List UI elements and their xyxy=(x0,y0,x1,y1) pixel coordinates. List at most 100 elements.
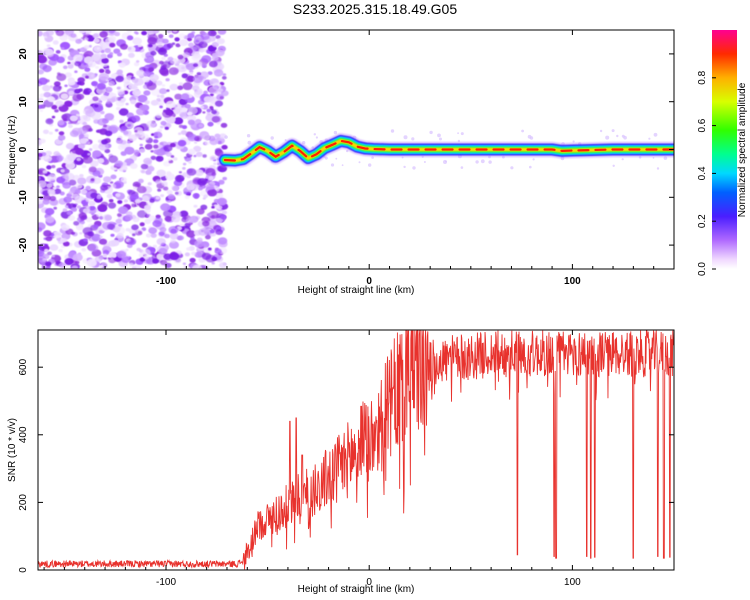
noise-speckle xyxy=(155,196,160,200)
ridge-core xyxy=(223,139,674,162)
noise-speckle xyxy=(66,202,71,206)
noise-speckle xyxy=(177,54,184,60)
noise-speckle xyxy=(90,111,102,120)
noise-speckle xyxy=(216,38,225,45)
noise-speckle xyxy=(202,197,206,200)
noise-speckle xyxy=(132,89,142,96)
noise-speckle xyxy=(174,175,185,183)
noise-speckle xyxy=(58,134,66,141)
noise-speckle xyxy=(88,243,99,252)
noise-speckle xyxy=(79,174,84,178)
noise-speckle xyxy=(194,169,204,177)
noise-speckle xyxy=(193,63,199,67)
noise-speckle xyxy=(74,61,81,67)
noise-speckle xyxy=(211,116,221,123)
noise-speckle xyxy=(186,168,197,176)
noise-speckle xyxy=(141,249,151,257)
noise-speckle xyxy=(61,237,68,243)
noise-speckle xyxy=(60,93,69,100)
noise-speckle xyxy=(137,44,142,48)
noise-speckle xyxy=(42,84,51,92)
noise-speckle xyxy=(182,82,193,91)
noise-speckle xyxy=(203,134,211,141)
noise-speckle xyxy=(121,256,131,263)
noise-speckle xyxy=(457,132,459,135)
noise-speckle xyxy=(246,134,251,138)
noise-speckle xyxy=(106,193,113,199)
noise-speckle xyxy=(131,203,137,208)
noise-speckle xyxy=(69,130,79,138)
noise-speckle xyxy=(127,46,132,51)
noise-speckle xyxy=(117,89,125,95)
noise-speckle xyxy=(182,172,189,177)
noise-speckle xyxy=(92,33,99,39)
noise-speckle xyxy=(102,249,110,256)
noise-speckle xyxy=(146,120,157,128)
noise-speckle xyxy=(222,176,227,181)
noise-speckle xyxy=(439,137,442,141)
noise-speckle xyxy=(313,133,316,136)
noise-speckle xyxy=(118,62,126,68)
noise-speckle xyxy=(88,148,93,151)
noise-speckle xyxy=(119,119,124,124)
noise-speckle xyxy=(217,30,227,35)
noise-speckle xyxy=(120,125,128,131)
noise-speckle xyxy=(151,253,156,256)
noise-speckle xyxy=(130,99,137,105)
noise-speckle xyxy=(621,158,624,161)
noise-speckle xyxy=(133,149,140,155)
noise-speckle xyxy=(211,261,215,265)
noise-speckle xyxy=(88,166,97,173)
noise-speckle xyxy=(96,195,102,200)
noise-speckle xyxy=(131,115,141,122)
noise-speckle xyxy=(123,199,128,203)
noise-speckle xyxy=(167,158,171,161)
noise-speckle xyxy=(98,216,104,220)
noise-speckle xyxy=(177,85,184,91)
noise-speckle xyxy=(55,30,65,37)
noise-speckle xyxy=(216,217,224,223)
noise-speckle xyxy=(81,164,87,169)
noise-speckle xyxy=(168,226,179,234)
noise-speckle xyxy=(95,209,100,213)
noise-speckle xyxy=(131,77,139,83)
noise-speckle xyxy=(174,93,183,100)
noise-speckle xyxy=(163,209,174,218)
noise-speckle xyxy=(185,63,196,71)
noise-speckle xyxy=(115,193,121,198)
noise-speckle xyxy=(201,55,212,63)
noise-speckle xyxy=(156,98,162,102)
noise-speckle xyxy=(74,88,81,94)
noise-speckle xyxy=(150,247,156,252)
noise-speckle xyxy=(100,110,105,115)
noise-speckle xyxy=(182,162,187,166)
noise-speckle xyxy=(58,131,65,136)
noise-speckle xyxy=(64,100,73,108)
noise-speckle xyxy=(110,174,117,180)
noise-speckle xyxy=(178,171,182,174)
noise-speckle xyxy=(42,199,50,205)
noise-speckle xyxy=(51,104,58,110)
noise-speckle xyxy=(126,35,134,41)
noise-speckle xyxy=(54,128,59,132)
noise-speckle xyxy=(211,41,219,48)
noise-speckle xyxy=(38,169,43,174)
colorbar-label: Normalized spectral amplitude xyxy=(737,82,748,217)
noise-speckle xyxy=(171,215,181,223)
noise-speckle xyxy=(57,120,65,126)
noise-speckle xyxy=(107,240,117,247)
noise-speckle xyxy=(653,132,658,137)
noise-speckle xyxy=(612,164,615,167)
noise-speckle xyxy=(89,160,99,168)
noise-speckle xyxy=(45,236,53,242)
noise-speckle xyxy=(153,131,163,139)
noise-speckle xyxy=(116,233,124,239)
noise-speckle xyxy=(129,163,138,169)
noise-speckle xyxy=(144,204,151,211)
noise-speckle xyxy=(166,43,174,49)
noise-speckle xyxy=(90,74,96,78)
noise-speckle xyxy=(529,165,532,169)
y-tick-label: -10 xyxy=(18,190,29,205)
noise-speckle xyxy=(207,121,214,127)
noise-speckle xyxy=(77,143,86,150)
